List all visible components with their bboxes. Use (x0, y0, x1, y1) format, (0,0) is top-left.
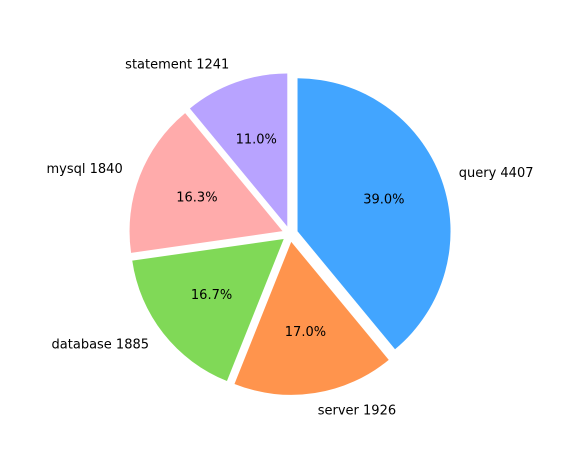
pie-slice-query (297, 78, 451, 350)
pie-outer-label-mysql: mysql 1840 (47, 162, 123, 177)
pie-percent-label-database: 16.7% (191, 288, 232, 303)
pie-outer-label-server: server 1926 (318, 404, 396, 419)
pie-outer-label-query: query 4407 (459, 166, 534, 181)
pie-slice-statement (189, 73, 288, 227)
pie-slice-server (234, 241, 389, 395)
pie-slice-database (132, 238, 284, 382)
pie-percent-label-server: 17.0% (285, 325, 326, 340)
pie-slice-mysql (129, 113, 283, 253)
pie-percent-label-mysql: 16.3% (176, 190, 217, 205)
slices-layer (129, 73, 451, 395)
pie-percent-label-statement: 11.0% (236, 133, 277, 148)
labels-layer: 39.0% query 4407 17.0% server 1926 16.7% data… (47, 58, 534, 419)
pie-percent-label-query: 39.0% (363, 193, 404, 208)
pie-outer-label-statement: statement 1241 (125, 58, 229, 73)
pie-outer-label-database: database 1885 (52, 337, 150, 352)
